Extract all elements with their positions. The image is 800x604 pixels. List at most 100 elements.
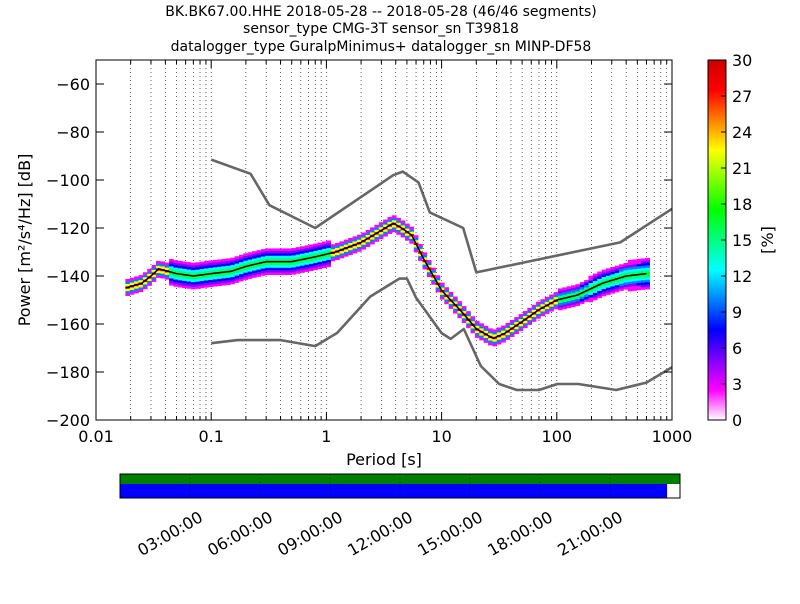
y-tick-label: −180	[46, 363, 90, 382]
density-cell	[204, 263, 209, 267]
density-cell	[374, 236, 380, 240]
density-cell	[317, 266, 323, 270]
density-cell	[300, 251, 305, 254]
density-cell	[361, 234, 366, 238]
density-cell	[566, 288, 572, 292]
density-cell	[304, 252, 310, 256]
density-cell	[431, 282, 436, 285]
density-cell	[549, 299, 554, 302]
density-cell	[422, 264, 428, 268]
density-cell	[479, 328, 484, 331]
density-cell	[588, 282, 594, 286]
density-cell	[177, 268, 183, 271]
density-cell	[295, 271, 301, 274]
density-cell	[575, 288, 581, 292]
density-cell	[557, 302, 563, 306]
density-cell	[571, 292, 576, 296]
density-cell	[186, 286, 192, 289]
density-cell	[269, 258, 275, 261]
density-cell	[383, 219, 388, 223]
density-cell	[217, 283, 222, 287]
density-cell	[234, 263, 240, 267]
density-cell	[645, 267, 650, 271]
density-cell	[138, 289, 144, 293]
density-cell	[256, 274, 262, 277]
density-cell	[238, 254, 244, 258]
density-cell	[335, 254, 340, 258]
density-cell	[645, 274, 650, 278]
density-cell	[627, 286, 633, 289]
density-cell	[295, 254, 301, 257]
density-cell	[597, 278, 602, 282]
density-cell	[142, 272, 148, 275]
density-cell	[540, 301, 546, 305]
density-cell	[208, 279, 214, 283]
density-cell	[645, 277, 650, 280]
density-cell	[405, 223, 410, 227]
density-cell	[562, 289, 567, 293]
density-cell	[483, 325, 489, 329]
density-cell	[204, 261, 209, 264]
density-cell	[557, 288, 563, 292]
density-cell	[269, 265, 275, 268]
density-cell	[138, 279, 144, 283]
density-cell	[531, 307, 537, 310]
density-cell	[365, 234, 371, 238]
density-cell	[387, 216, 393, 220]
density-cell	[304, 264, 310, 268]
density-cell	[173, 279, 179, 282]
density-cell	[125, 293, 131, 296]
x-axis-label: Period [s]	[346, 450, 422, 469]
density-cell	[605, 273, 611, 276]
density-cell	[199, 276, 205, 279]
density-cell	[579, 282, 585, 285]
density-cell	[588, 275, 594, 279]
density-cell	[322, 248, 327, 252]
colorbar-tick-label: 24	[732, 123, 752, 142]
density-cell	[418, 253, 423, 257]
grid-lines	[95, 60, 668, 420]
density-cell	[212, 259, 218, 263]
density-cell	[287, 258, 292, 261]
density-cell	[238, 259, 244, 263]
density-cell	[230, 257, 235, 261]
density-cell	[470, 318, 476, 322]
density-cell	[514, 317, 519, 320]
density-cell	[601, 279, 607, 282]
density-cell	[453, 296, 458, 300]
density-cell	[601, 293, 607, 297]
density-cell	[300, 265, 305, 269]
density-cell	[278, 253, 283, 256]
density-cell	[566, 286, 572, 289]
density-cell	[243, 262, 249, 266]
density-cell	[579, 296, 585, 300]
density-cell	[142, 286, 148, 290]
density-cell	[492, 338, 498, 342]
density-cell	[553, 301, 559, 305]
density-cell	[518, 316, 524, 320]
density-cell	[627, 288, 633, 292]
density-cell	[387, 221, 393, 225]
density-cell	[343, 244, 349, 248]
density-cell	[199, 278, 205, 282]
density-cell	[391, 217, 397, 221]
density-cell	[356, 234, 362, 238]
density-cell	[164, 272, 170, 275]
density-cell	[287, 250, 292, 254]
density-cell	[518, 326, 524, 329]
density-cell	[317, 252, 323, 255]
density-cell	[496, 339, 502, 343]
density-cell	[413, 244, 419, 248]
density-cell	[160, 275, 166, 279]
density-cell	[208, 265, 214, 268]
density-cell	[247, 259, 253, 263]
density-cell	[422, 257, 428, 260]
density-cell	[579, 301, 585, 304]
density-cell	[619, 273, 624, 277]
density-cell	[413, 247, 419, 250]
density-cell	[496, 327, 502, 331]
timeline-bottom-bar	[120, 484, 668, 498]
density-cell	[461, 315, 467, 319]
density-cell	[134, 278, 139, 282]
density-cell	[378, 234, 384, 237]
